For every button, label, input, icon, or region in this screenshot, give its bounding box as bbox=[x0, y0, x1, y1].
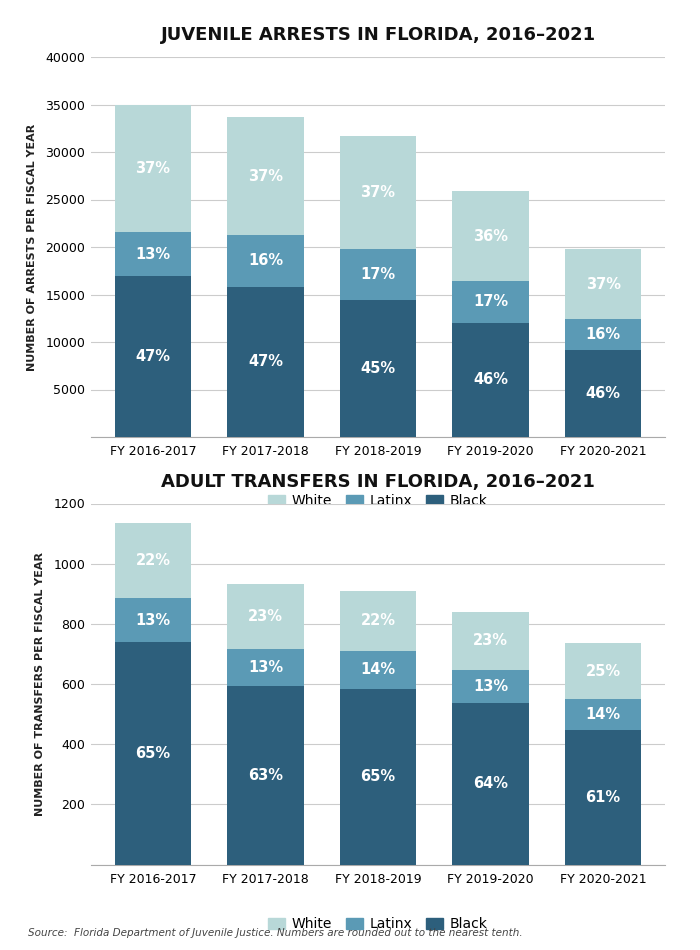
Text: 47%: 47% bbox=[248, 354, 283, 370]
Bar bbox=[452, 192, 528, 280]
Bar bbox=[452, 280, 528, 323]
Bar bbox=[565, 643, 641, 699]
Text: 65%: 65% bbox=[360, 769, 395, 784]
Bar bbox=[452, 703, 528, 864]
Text: 13%: 13% bbox=[135, 247, 171, 261]
Bar bbox=[340, 651, 416, 689]
Bar bbox=[452, 323, 528, 437]
Bar bbox=[228, 649, 304, 686]
Text: 14%: 14% bbox=[585, 707, 621, 722]
Bar bbox=[565, 699, 641, 730]
Text: 23%: 23% bbox=[248, 609, 283, 624]
Text: 16%: 16% bbox=[248, 254, 283, 268]
Text: 37%: 37% bbox=[135, 162, 170, 176]
Text: 22%: 22% bbox=[360, 614, 395, 628]
Bar bbox=[565, 249, 641, 319]
Bar bbox=[452, 612, 528, 670]
Bar bbox=[115, 232, 191, 276]
Text: 46%: 46% bbox=[586, 386, 621, 401]
Legend: White, Latinx, Black: White, Latinx, Black bbox=[262, 912, 494, 937]
Text: 16%: 16% bbox=[585, 327, 621, 342]
Text: 25%: 25% bbox=[585, 663, 621, 678]
Bar bbox=[115, 598, 191, 642]
Text: 63%: 63% bbox=[248, 768, 283, 783]
Text: 61%: 61% bbox=[585, 789, 621, 805]
Text: 37%: 37% bbox=[248, 168, 283, 183]
Y-axis label: NUMBER OF ARRESTS PER FISCAL YEAR: NUMBER OF ARRESTS PER FISCAL YEAR bbox=[27, 124, 37, 370]
Bar bbox=[115, 276, 191, 437]
Bar bbox=[340, 689, 416, 864]
Bar bbox=[340, 136, 416, 249]
Bar bbox=[228, 287, 304, 437]
Text: 17%: 17% bbox=[360, 267, 395, 282]
Bar bbox=[228, 117, 304, 236]
Text: 37%: 37% bbox=[360, 185, 395, 200]
Text: 36%: 36% bbox=[473, 229, 508, 243]
Text: 13%: 13% bbox=[135, 613, 171, 628]
Text: 17%: 17% bbox=[473, 294, 508, 309]
Legend: White, Latinx, Black: White, Latinx, Black bbox=[262, 488, 494, 514]
Bar bbox=[115, 642, 191, 864]
Text: 14%: 14% bbox=[360, 662, 395, 677]
Bar bbox=[228, 236, 304, 287]
Text: 65%: 65% bbox=[135, 746, 171, 761]
Bar bbox=[228, 686, 304, 864]
Bar bbox=[228, 584, 304, 649]
Title: ADULT TRANSFERS IN FLORIDA, 2016–2021: ADULT TRANSFERS IN FLORIDA, 2016–2021 bbox=[161, 473, 595, 491]
Text: 23%: 23% bbox=[473, 634, 508, 648]
Bar bbox=[565, 350, 641, 437]
Text: 22%: 22% bbox=[135, 553, 170, 568]
Text: 37%: 37% bbox=[586, 276, 621, 292]
Text: Source:  Florida Department of Juvenile Justice. Numbers are rounded out to the : Source: Florida Department of Juvenile J… bbox=[28, 928, 523, 938]
Bar bbox=[565, 730, 641, 864]
Text: 13%: 13% bbox=[473, 678, 508, 694]
Bar bbox=[340, 249, 416, 300]
Text: 45%: 45% bbox=[360, 361, 395, 376]
Bar bbox=[115, 105, 191, 232]
Text: 13%: 13% bbox=[248, 660, 283, 674]
Bar bbox=[565, 319, 641, 350]
Text: 47%: 47% bbox=[135, 350, 170, 364]
Bar bbox=[340, 300, 416, 437]
Bar bbox=[340, 591, 416, 651]
Title: JUVENILE ARRESTS IN FLORIDA, 2016–2021: JUVENILE ARRESTS IN FLORIDA, 2016–2021 bbox=[160, 27, 596, 45]
Text: 46%: 46% bbox=[473, 372, 508, 388]
Y-axis label: NUMBER OF TRANSFERS PER FISCAL YEAR: NUMBER OF TRANSFERS PER FISCAL YEAR bbox=[35, 552, 46, 816]
Bar bbox=[115, 522, 191, 598]
Bar bbox=[452, 670, 528, 703]
Text: 64%: 64% bbox=[473, 776, 508, 791]
